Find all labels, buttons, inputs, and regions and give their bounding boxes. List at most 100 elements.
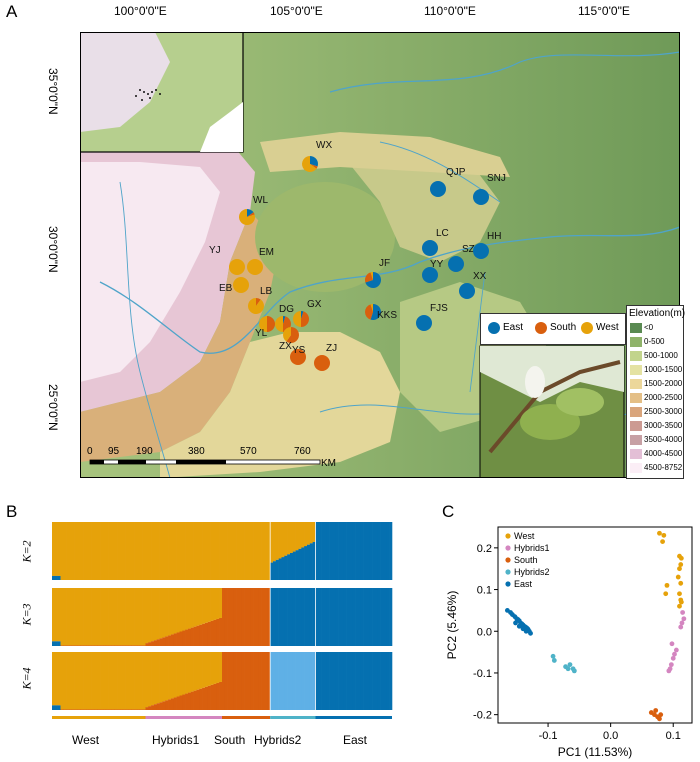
structure-bar [210, 522, 214, 580]
structure-bar [57, 705, 61, 710]
structure-bar [253, 652, 257, 710]
pca-point-hybrids1 [670, 655, 676, 661]
structure-bar [309, 588, 313, 646]
structure-bar [60, 522, 64, 580]
pie-slice [275, 316, 283, 332]
structure-bar [199, 624, 203, 646]
elevation-swatch [630, 379, 642, 389]
structure-bar [171, 588, 175, 635]
structure-bar [213, 619, 217, 646]
site-pie-wx: WX [302, 140, 332, 172]
structure-bar [207, 522, 211, 580]
mountain-ridge [80, 212, 280, 462]
pca-legend-label: East [514, 579, 533, 589]
scale-label-95: 95 [108, 446, 120, 457]
pie-slice [422, 240, 438, 256]
structure-bar [193, 626, 197, 646]
structure-bar [165, 636, 169, 646]
map-svg: WX QJP SNJ WL YJ EM EB LB YL DG GX ZX YS ZJ JF KKS LC YY S… [80, 32, 680, 478]
structure-bar [363, 522, 367, 580]
pca-ytick-label: -0.2 [473, 710, 492, 722]
structure-bar [148, 642, 152, 646]
group-label-hybrids2: Hybrids2 [254, 733, 302, 747]
structure-bar [326, 652, 330, 710]
structure-bar [122, 522, 126, 580]
structure-bar [86, 645, 90, 646]
structure-bar [66, 522, 70, 580]
pie-slice [422, 267, 438, 283]
structure-bar [137, 588, 141, 646]
structure-bar [341, 652, 345, 710]
scale-label-0: 0 [87, 446, 93, 457]
structure-bar [219, 681, 223, 710]
structure-bar [207, 621, 211, 646]
structure-bar [88, 652, 92, 710]
structure-bar [156, 652, 160, 704]
structure-bar [86, 709, 90, 710]
structure-plot [52, 522, 393, 719]
pca-point-hybrids1 [666, 668, 672, 674]
structure-bar [103, 588, 107, 646]
structure-bar [162, 637, 166, 646]
pie-slice [293, 311, 301, 327]
structure-bar [307, 544, 311, 580]
structure-bar [281, 588, 285, 646]
structure-bar [185, 629, 189, 646]
structure-bar [159, 638, 163, 646]
structure-bar [134, 645, 138, 646]
structure-bar [117, 652, 121, 710]
structure-bar [125, 645, 129, 646]
structure-row-k3 [52, 588, 393, 646]
structure-bar [227, 522, 231, 580]
structure-bar [278, 522, 282, 559]
site-pie-xx: XX [459, 271, 487, 299]
structure-bar [57, 522, 61, 576]
structure-bar [139, 709, 143, 710]
structure-bar [137, 522, 141, 580]
structure-bar [335, 588, 339, 646]
structure-bar [148, 588, 152, 643]
legend-south-label: South [550, 322, 577, 333]
structure-bar [315, 522, 319, 580]
structure-bar [298, 548, 302, 580]
structure-bar [227, 652, 231, 710]
pie-slice [314, 355, 330, 371]
structure-bar [162, 652, 166, 702]
structure-bar [159, 522, 163, 580]
structure-bar [253, 522, 257, 580]
structure-bar [205, 622, 209, 646]
lon-label-100: 100°0'0"E [114, 4, 167, 18]
structure-bar [284, 588, 288, 646]
elevation-swatch [630, 407, 642, 417]
site-pie-yj: YJ [209, 245, 245, 275]
structure-bar [349, 588, 353, 646]
site-label: ZX [279, 341, 292, 352]
structure-bar [80, 588, 84, 646]
structure-bar [105, 522, 109, 580]
lat-label-30: 30°0'0"N [46, 226, 60, 273]
pca-legend-label: Hybrids2 [514, 567, 550, 577]
structure-bar [193, 588, 197, 627]
structure-bar [239, 652, 243, 710]
k2-label: K=2 [19, 540, 34, 563]
pie-slice [365, 272, 373, 283]
site-label: LC [436, 228, 449, 239]
yunnan-guizhou-plateau [160, 332, 400, 478]
structure-bar [295, 588, 299, 646]
structure-bar [77, 709, 81, 710]
structure-bar [171, 652, 175, 699]
structure-bar [117, 588, 121, 646]
structure-bar [380, 652, 384, 710]
structure-bar [120, 645, 124, 646]
structure-bar [389, 652, 393, 710]
structure-bar [66, 645, 70, 646]
site-label: YJ [209, 245, 221, 256]
pca-legend-label: West [514, 531, 535, 541]
structure-bar [105, 588, 109, 646]
pca-point-hybrids1 [679, 620, 685, 626]
structure-bar [120, 652, 124, 710]
structure-bar [377, 652, 381, 710]
pca-point-east [523, 628, 529, 634]
pie-slice [370, 304, 373, 312]
pca-point-hybrids2 [571, 668, 577, 674]
